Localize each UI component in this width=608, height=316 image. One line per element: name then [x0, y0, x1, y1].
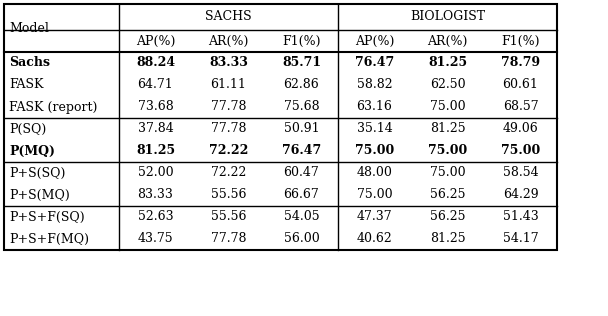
Text: 81.25: 81.25 — [430, 233, 465, 246]
Text: 66.67: 66.67 — [283, 189, 319, 202]
Text: 52.63: 52.63 — [137, 210, 173, 223]
Text: 64.71: 64.71 — [137, 78, 173, 92]
Text: AR(%): AR(%) — [209, 34, 249, 47]
Text: 58.54: 58.54 — [503, 167, 538, 179]
Text: 83.33: 83.33 — [209, 57, 248, 70]
Bar — [4, 4, 557, 250]
Text: 75.00: 75.00 — [357, 189, 392, 202]
Text: 81.25: 81.25 — [430, 123, 465, 136]
Text: P+S(MQ): P+S(MQ) — [9, 189, 70, 202]
Text: 72.22: 72.22 — [209, 144, 248, 157]
Text: 56.00: 56.00 — [283, 233, 319, 246]
Text: 60.47: 60.47 — [283, 167, 319, 179]
Text: AP(%): AP(%) — [136, 34, 175, 47]
Text: F1(%): F1(%) — [501, 34, 540, 47]
Text: F1(%): F1(%) — [282, 34, 321, 47]
Text: 81.25: 81.25 — [428, 57, 467, 70]
Text: Sachs: Sachs — [9, 57, 50, 70]
Text: 55.56: 55.56 — [211, 210, 246, 223]
Text: 78.79: 78.79 — [501, 57, 540, 70]
Text: 72.22: 72.22 — [211, 167, 246, 179]
Text: 77.78: 77.78 — [211, 123, 246, 136]
Text: 48.00: 48.00 — [356, 167, 392, 179]
Text: 56.25: 56.25 — [430, 210, 465, 223]
Text: 61.11: 61.11 — [210, 78, 246, 92]
Text: Model: Model — [9, 21, 49, 34]
Text: P(SQ): P(SQ) — [9, 123, 46, 136]
Text: 75.00: 75.00 — [428, 144, 467, 157]
Text: FASK (report): FASK (report) — [9, 100, 97, 113]
Text: 75.68: 75.68 — [284, 100, 319, 113]
Text: 77.78: 77.78 — [211, 100, 246, 113]
Text: 62.86: 62.86 — [283, 78, 319, 92]
Text: SACHS: SACHS — [205, 10, 252, 23]
Text: 63.16: 63.16 — [356, 100, 392, 113]
Text: 75.00: 75.00 — [430, 100, 465, 113]
Text: 85.71: 85.71 — [282, 57, 321, 70]
Text: 51.43: 51.43 — [503, 210, 538, 223]
Text: 54.05: 54.05 — [284, 210, 319, 223]
Text: FASK: FASK — [9, 78, 44, 92]
Text: 77.78: 77.78 — [211, 233, 246, 246]
Text: P(MQ): P(MQ) — [9, 144, 55, 157]
Text: 64.29: 64.29 — [503, 189, 538, 202]
Text: P+S+F(MQ): P+S+F(MQ) — [9, 233, 89, 246]
Text: 58.82: 58.82 — [357, 78, 392, 92]
Text: 81.25: 81.25 — [136, 144, 175, 157]
Text: P+S+F(SQ): P+S+F(SQ) — [9, 210, 85, 223]
Text: 62.50: 62.50 — [430, 78, 465, 92]
Text: 60.61: 60.61 — [503, 78, 539, 92]
Text: 47.37: 47.37 — [357, 210, 392, 223]
Text: 76.47: 76.47 — [355, 57, 394, 70]
Text: 50.91: 50.91 — [284, 123, 319, 136]
Text: 49.06: 49.06 — [503, 123, 538, 136]
Text: 68.57: 68.57 — [503, 100, 538, 113]
Text: 75.00: 75.00 — [355, 144, 394, 157]
Text: AP(%): AP(%) — [355, 34, 394, 47]
Text: AR(%): AR(%) — [427, 34, 468, 47]
Text: 75.00: 75.00 — [430, 167, 465, 179]
Text: 54.17: 54.17 — [503, 233, 538, 246]
Text: 37.84: 37.84 — [137, 123, 173, 136]
Text: P+S(SQ): P+S(SQ) — [9, 167, 66, 179]
Text: 40.62: 40.62 — [357, 233, 392, 246]
Text: 88.24: 88.24 — [136, 57, 175, 70]
Text: 76.47: 76.47 — [282, 144, 321, 157]
Text: 56.25: 56.25 — [430, 189, 465, 202]
Text: 43.75: 43.75 — [137, 233, 173, 246]
Text: 83.33: 83.33 — [137, 189, 173, 202]
Text: 35.14: 35.14 — [357, 123, 392, 136]
Text: 75.00: 75.00 — [501, 144, 540, 157]
Text: 52.00: 52.00 — [137, 167, 173, 179]
Text: 73.68: 73.68 — [137, 100, 173, 113]
Text: BIOLOGIST: BIOLOGIST — [410, 10, 485, 23]
Text: 55.56: 55.56 — [211, 189, 246, 202]
